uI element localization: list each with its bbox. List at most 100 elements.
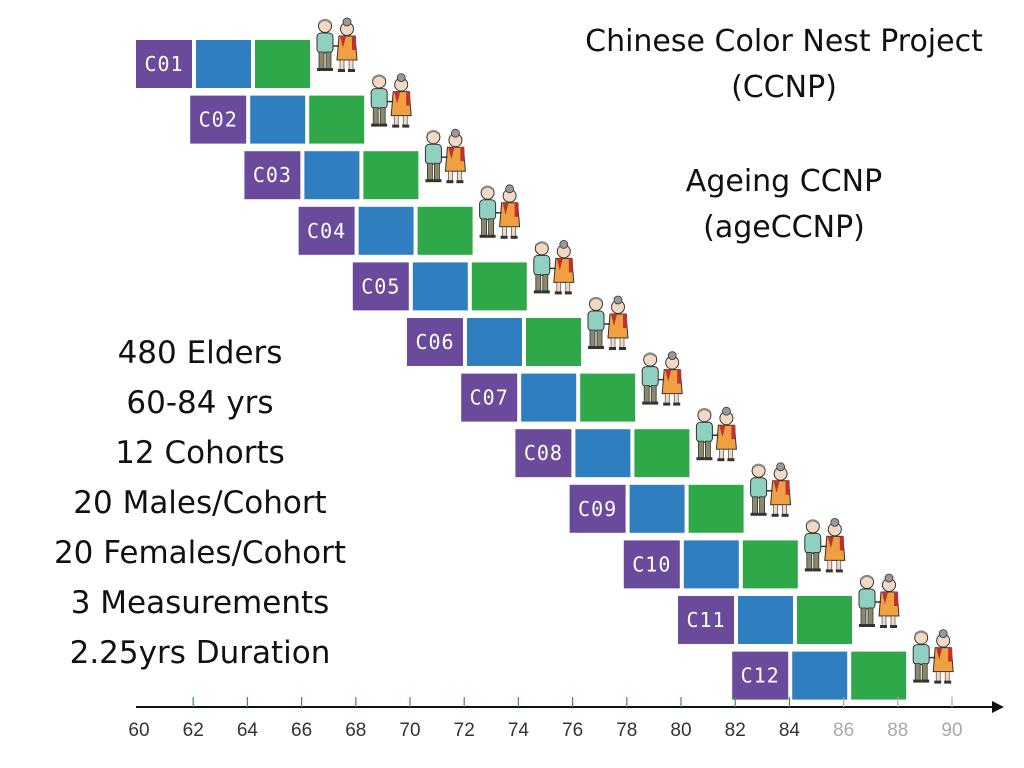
axis-tick-label: 78 xyxy=(616,720,637,741)
measurement-box-3 xyxy=(742,540,798,589)
measurement-box-3 xyxy=(526,318,581,366)
cohort-label-box xyxy=(190,95,247,144)
measurement-box-2 xyxy=(683,540,739,589)
elderly-couple-icon xyxy=(803,517,846,574)
elderly-couple-icon xyxy=(857,572,901,630)
axis-tick-label: 66 xyxy=(291,720,312,741)
axis-tick-label: 68 xyxy=(345,720,366,741)
cohort-label-box xyxy=(678,596,734,644)
cohort-label-box xyxy=(732,651,789,700)
subproject-acronym: (ageCCNP) xyxy=(703,210,865,245)
cohort-row: C10 xyxy=(623,517,846,589)
cohort-label: C04 xyxy=(307,219,346,243)
measurement-box-3 xyxy=(255,40,310,88)
cohort-label: C09 xyxy=(578,497,617,521)
measurement-box-3 xyxy=(309,95,365,144)
cohort-label: C03 xyxy=(253,163,292,187)
stat-age-range: 60-84 yrs xyxy=(126,385,274,421)
cohort-label-box xyxy=(461,373,518,422)
cohort-label: C02 xyxy=(199,108,238,132)
axis-tick-label: 70 xyxy=(399,720,420,741)
measurement-box-2 xyxy=(250,95,306,144)
elderly-couple-icon xyxy=(749,461,792,518)
measurement-box-3 xyxy=(797,596,852,644)
cohort-row: C06 xyxy=(407,294,630,366)
measurement-box-2 xyxy=(738,596,793,644)
measurement-box-2 xyxy=(196,40,251,88)
cohort-label: C07 xyxy=(470,386,509,410)
axis-tick-label: 82 xyxy=(725,720,746,741)
measurement-box-2 xyxy=(304,151,360,200)
cohort-label-box xyxy=(136,40,192,88)
measurement-box-2 xyxy=(521,373,577,422)
axis-tick-label: 76 xyxy=(562,720,583,741)
elderly-couple-icon xyxy=(532,239,575,296)
measurement-box-2 xyxy=(412,262,468,311)
stats-list: 480 Elders 60-84 yrs 12 Cohorts 20 Males… xyxy=(20,328,380,678)
cohort-label-box xyxy=(352,262,409,311)
axis-tick-label: 62 xyxy=(183,720,204,741)
measurement-box-3 xyxy=(634,429,690,478)
axis-tick-label: 60 xyxy=(128,720,149,741)
cohort-label-box xyxy=(407,318,463,366)
cohort-label: C05 xyxy=(361,274,400,298)
cohort-row: C07 xyxy=(461,350,684,422)
cohort-row: C12 xyxy=(732,628,955,700)
measurement-box-3 xyxy=(471,262,527,311)
elderly-couple-icon xyxy=(586,294,630,352)
measurement-box-3 xyxy=(688,484,744,533)
cohort-label-box xyxy=(623,540,680,589)
elderly-couple-icon xyxy=(695,406,738,463)
stat-elders: 480 Elders xyxy=(117,335,283,371)
cohort-label: C08 xyxy=(524,441,563,465)
stat-females: 20 Females/Cohort xyxy=(53,535,347,571)
cohort-row: C02 xyxy=(190,72,413,144)
subproject-title: Ageing CCNP xyxy=(685,164,883,199)
cohort-label-box xyxy=(298,206,355,255)
measurement-box-3 xyxy=(417,206,473,255)
cohort-label-box xyxy=(569,484,626,533)
axis-tick-label: 64 xyxy=(237,720,259,741)
measurement-box-2 xyxy=(629,484,685,533)
axis-tick-label: 72 xyxy=(454,720,475,741)
project-title: Chinese Color Nest Project xyxy=(585,24,983,59)
axis-tick-label: 88 xyxy=(887,720,908,741)
cohort-row: C01 xyxy=(136,16,359,88)
elderly-couple-icon xyxy=(315,16,359,74)
cohort-row: C04 xyxy=(298,183,521,255)
stat-duration: 2.25yrs Duration xyxy=(69,635,331,671)
stat-cohorts: 12 Cohorts xyxy=(115,435,285,471)
measurement-box-2 xyxy=(575,429,631,478)
measurement-box-3 xyxy=(580,373,636,422)
cohort-row: C05 xyxy=(352,239,575,311)
cohort-label-box xyxy=(244,151,301,200)
cohort-label: C06 xyxy=(415,330,454,354)
elderly-couple-icon xyxy=(478,183,521,240)
measurement-box-3 xyxy=(363,151,419,200)
axis-tick-label: 84 xyxy=(779,720,801,741)
cohort-label: C12 xyxy=(741,664,780,688)
axis-tick-label: 74 xyxy=(508,720,530,741)
cohort-row: C09 xyxy=(569,461,792,533)
elderly-couple-icon xyxy=(641,350,684,407)
cohort-label: C01 xyxy=(144,52,183,76)
axis-tick-label: 80 xyxy=(670,720,691,741)
project-acronym: (CCNP) xyxy=(731,70,837,105)
cohort-label: C10 xyxy=(632,552,671,576)
cohort-row: C08 xyxy=(515,406,738,478)
measurement-box-2 xyxy=(358,206,414,255)
cohort-row: C03 xyxy=(244,128,467,200)
cohort-row: C11 xyxy=(678,572,901,644)
measurement-box-3 xyxy=(851,651,907,700)
axis-tick-label: 90 xyxy=(941,720,962,741)
axis-arrow-icon xyxy=(992,701,1004,713)
elderly-couple-icon xyxy=(912,628,955,685)
cohort-label: C11 xyxy=(686,608,725,632)
axis-tick-label: 86 xyxy=(833,720,854,741)
elderly-couple-icon xyxy=(424,128,467,185)
cohort-label-box xyxy=(515,429,572,478)
measurement-box-2 xyxy=(467,318,522,366)
stat-measurements: 3 Measurements xyxy=(70,585,330,621)
stat-males: 20 Males/Cohort xyxy=(73,485,327,521)
